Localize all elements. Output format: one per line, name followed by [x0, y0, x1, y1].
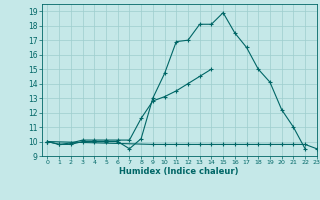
X-axis label: Humidex (Indice chaleur): Humidex (Indice chaleur) [119, 167, 239, 176]
